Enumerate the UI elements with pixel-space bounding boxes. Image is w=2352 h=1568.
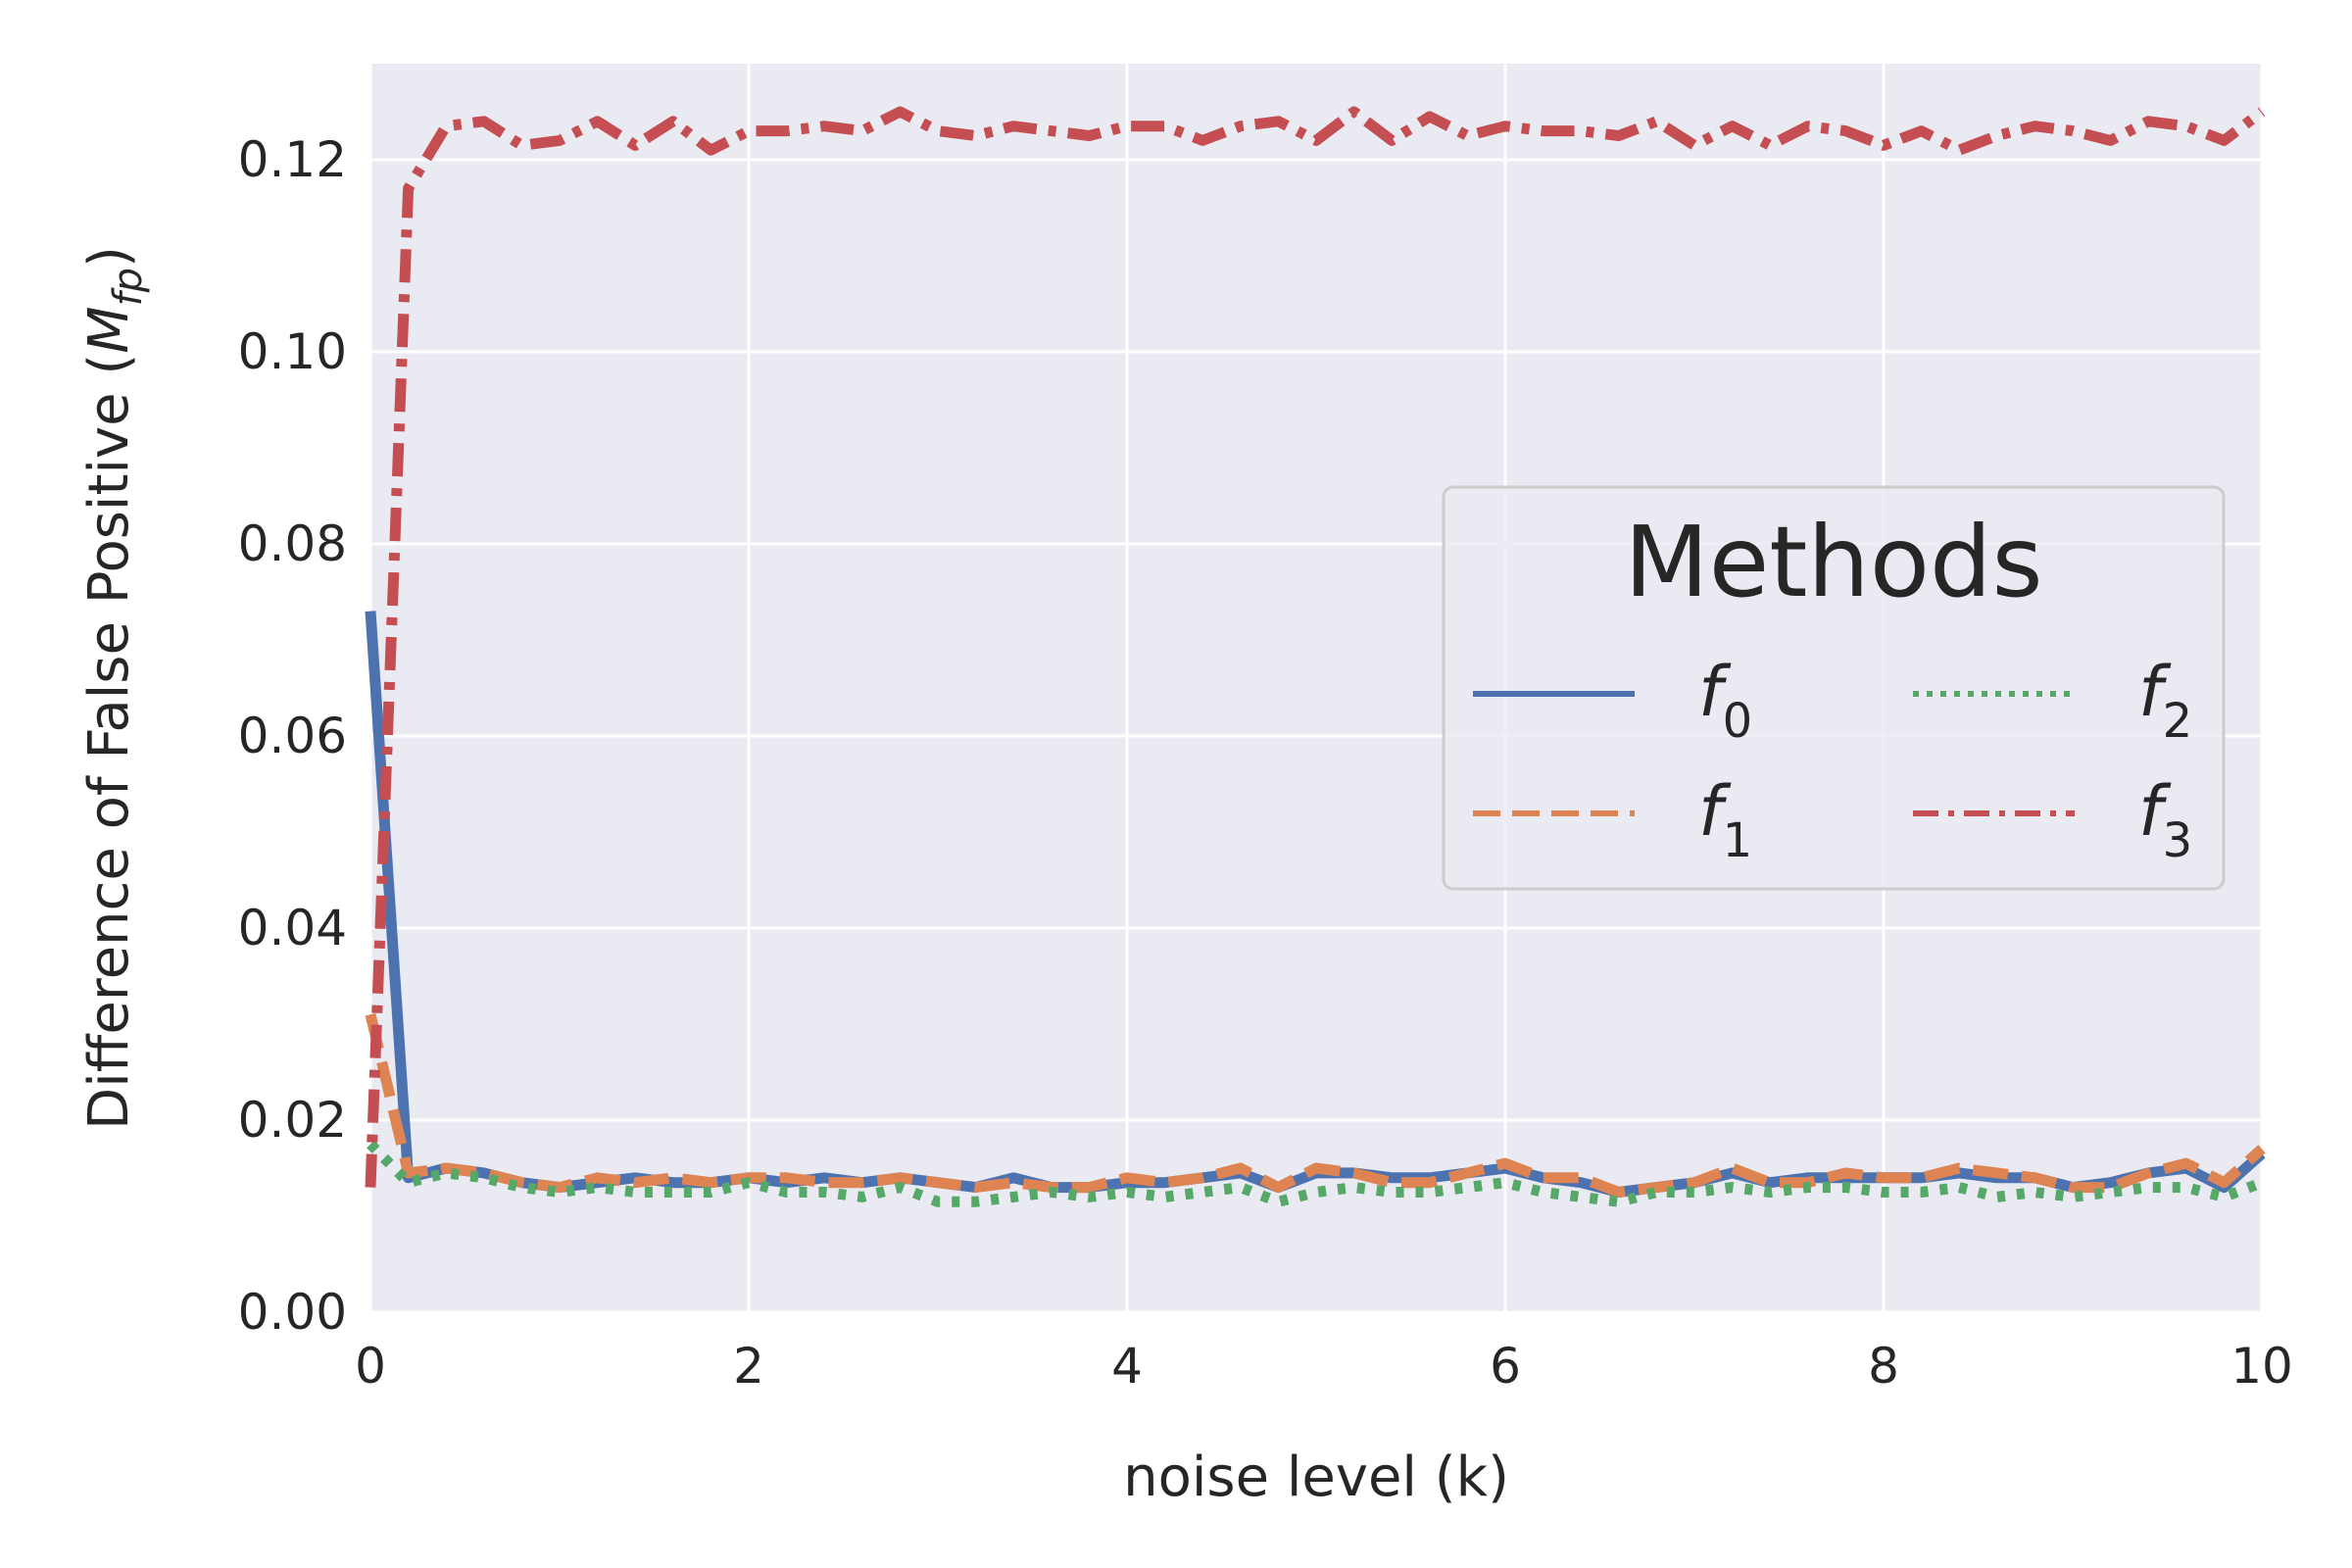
y-axis-label: Difference of False Positive (Mfp) bbox=[77, 246, 151, 1130]
y-tick-labels: 0.00 0.02 0.04 0.06 0.08 0.10 0.12 bbox=[238, 131, 347, 1341]
legend-box bbox=[1442, 485, 2226, 891]
y-axis-label-close: ) bbox=[77, 246, 141, 268]
y-tick-label: 0.08 bbox=[238, 515, 347, 572]
x-tick-label: 8 bbox=[1868, 1338, 1899, 1395]
x-tick-label: 2 bbox=[733, 1338, 764, 1395]
y-tick-label: 0.04 bbox=[238, 900, 347, 956]
y-tick-label: 0.12 bbox=[238, 131, 347, 188]
y-axis-label-text: Difference of False Positive ( bbox=[77, 354, 141, 1130]
x-tick-labels: 0 2 4 6 8 10 bbox=[355, 1338, 2293, 1395]
series-lines bbox=[365, 106, 2266, 1207]
series-line-f2 bbox=[367, 1140, 2264, 1207]
y-tick-label: 0.02 bbox=[238, 1092, 347, 1149]
y-axis-label-subscript: fp bbox=[106, 268, 151, 306]
x-tick-label: 4 bbox=[1111, 1338, 1143, 1395]
y-tick-label: 0.10 bbox=[238, 323, 347, 380]
x-axis-label: noise level (k) bbox=[1123, 1446, 1509, 1509]
series-line-f3 bbox=[365, 106, 2266, 1188]
x-tick-label: 0 bbox=[355, 1338, 386, 1395]
x-tick-label: 10 bbox=[2230, 1338, 2293, 1395]
legend-title: Methods bbox=[1624, 505, 2042, 619]
x-tick-label: 6 bbox=[1490, 1338, 1521, 1395]
y-tick-label: 0.00 bbox=[238, 1284, 347, 1341]
series-line-f1 bbox=[365, 1012, 2266, 1198]
y-tick-label: 0.06 bbox=[238, 708, 347, 764]
y-axis-label-symbol: M bbox=[77, 306, 141, 353]
